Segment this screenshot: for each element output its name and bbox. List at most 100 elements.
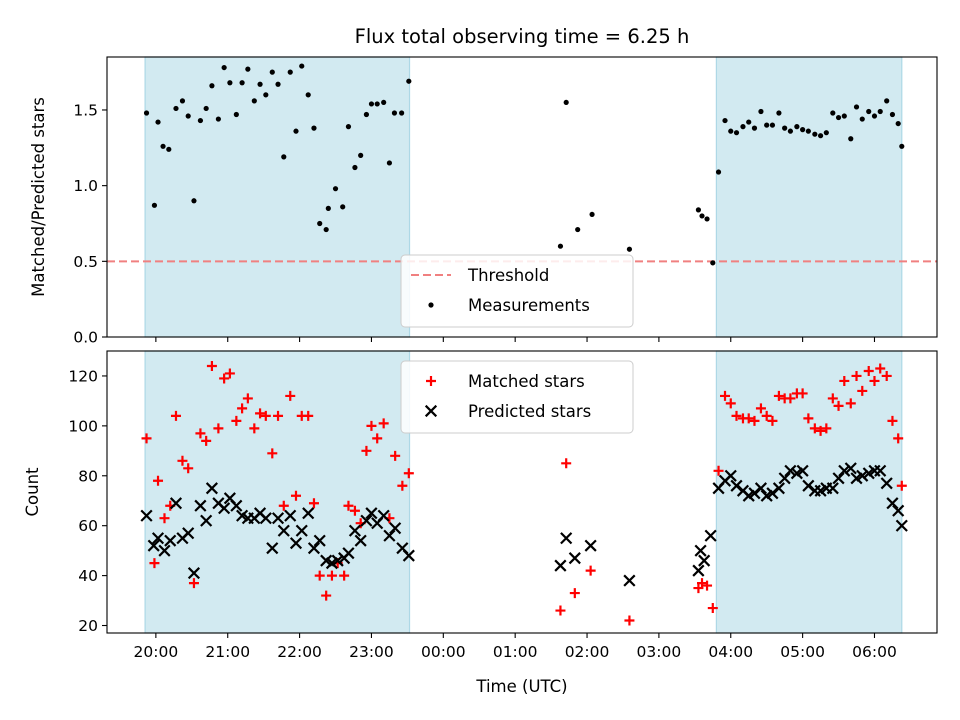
x-tick-label-2: 22:00	[277, 643, 322, 661]
point-plus-8	[188, 578, 199, 589]
point-x-35	[348, 524, 361, 537]
point-plus-19-shape	[255, 408, 266, 419]
legend-marker-swatch	[424, 404, 438, 418]
point-x-61	[754, 482, 768, 495]
point-plus-24	[285, 390, 296, 401]
point-plus-47-shape	[569, 588, 580, 599]
point-plus-0	[141, 433, 152, 444]
point-plus-84	[893, 433, 904, 444]
point-x-82-shape	[880, 477, 893, 490]
point-plus-35	[349, 505, 360, 516]
point-plus-75	[839, 375, 850, 386]
point-dot-16-shape	[239, 80, 245, 86]
x-tick-label-9: 05:00	[780, 643, 825, 661]
point-x-29-shape	[313, 534, 326, 547]
point-x-47-shape	[568, 552, 581, 565]
point-x-0-shape	[140, 509, 153, 522]
point-dot-72	[823, 130, 829, 136]
point-plus-16	[237, 403, 248, 414]
point-x-1-shape	[147, 539, 160, 552]
point-x-20	[259, 512, 272, 525]
point-plus-79-shape	[863, 365, 874, 376]
point-dot-53	[710, 260, 716, 266]
point-dot-62-shape	[764, 122, 770, 128]
point-dot-77	[853, 104, 860, 110]
point-plus-39	[372, 433, 383, 444]
point-dot-23	[281, 154, 287, 160]
legend-entry-1: Measurements	[428, 296, 590, 315]
y-tick-label-ratio-1: 0.5	[73, 253, 98, 271]
point-dot-48-shape	[589, 211, 595, 218]
point-dot-42-shape	[391, 110, 398, 116]
point-plus-51-shape	[697, 578, 708, 589]
point-dot-65-shape	[782, 125, 788, 131]
point-x-38	[365, 507, 378, 520]
point-x-22	[271, 512, 285, 525]
point-dot-14	[227, 80, 233, 86]
point-dot-60	[751, 125, 758, 131]
point-dot-76	[848, 136, 854, 142]
point-dot-38	[368, 101, 375, 107]
point-plus-39-shape	[372, 433, 383, 444]
point-x-42	[389, 522, 402, 535]
point-plus-45-shape	[555, 605, 566, 616]
point-plus-60	[749, 415, 760, 426]
point-x-3	[158, 544, 171, 557]
point-plus-20-shape	[260, 410, 271, 421]
point-plus-7	[183, 463, 194, 474]
point-plus-75-shape	[839, 375, 850, 386]
point-dot-69	[805, 128, 811, 134]
point-plus-55-shape	[720, 390, 731, 401]
point-dot-82	[884, 98, 890, 104]
point-plus-83	[887, 415, 898, 426]
point-x-13-shape	[218, 502, 231, 515]
point-plus-51	[697, 578, 708, 589]
point-x-28-shape	[307, 542, 321, 555]
point-plus-45	[555, 605, 566, 616]
point-x-29	[313, 534, 326, 547]
point-x-8-shape	[187, 567, 201, 580]
point-plus-43	[397, 480, 408, 491]
point-x-45	[554, 559, 567, 572]
point-dot-44-shape	[406, 78, 412, 84]
x-tick-label-7: 03:00	[637, 643, 682, 661]
point-plus-21-shape	[267, 448, 278, 459]
point-dot-70-shape	[812, 131, 818, 137]
point-dot-28	[311, 125, 317, 131]
point-x-21	[266, 542, 279, 555]
point-plus-21	[267, 448, 278, 459]
point-dot-35	[352, 164, 358, 171]
point-x-78	[856, 469, 869, 482]
point-dot-39-shape	[374, 101, 380, 107]
point-dot-0	[143, 110, 150, 116]
point-dot-66	[787, 128, 794, 134]
observing-window-0	[144, 350, 411, 634]
point-x-81	[874, 464, 887, 477]
point-x-50-shape	[692, 564, 705, 577]
point-dot-65	[782, 125, 788, 131]
point-x-46-shape	[560, 532, 573, 545]
point-x-32	[331, 554, 344, 567]
point-plus-18	[249, 423, 260, 434]
point-dot-2-shape	[155, 119, 161, 125]
point-dot-73	[830, 110, 836, 116]
point-plus-53-shape	[707, 603, 718, 614]
point-x-7	[182, 527, 195, 540]
point-dot-81	[877, 108, 883, 115]
legend-label: Threshold	[467, 266, 549, 285]
point-dot-47-shape	[575, 226, 581, 233]
point-plus-76-shape	[845, 398, 856, 409]
point-dot-75	[841, 113, 847, 119]
point-x-48-shape	[584, 539, 597, 552]
point-plus-30-shape	[321, 590, 332, 601]
point-plus-47	[569, 588, 580, 599]
point-plus-12-shape	[213, 423, 224, 434]
point-dot-71	[817, 133, 824, 139]
point-dot-71-shape	[817, 133, 824, 139]
point-plus-78	[857, 385, 868, 396]
point-plus-27	[303, 410, 314, 421]
point-dot-66-shape	[787, 128, 794, 134]
x-tick-label-10: 06:00	[852, 643, 897, 661]
point-plus-38-shape	[366, 420, 377, 431]
point-x-66	[784, 464, 797, 477]
